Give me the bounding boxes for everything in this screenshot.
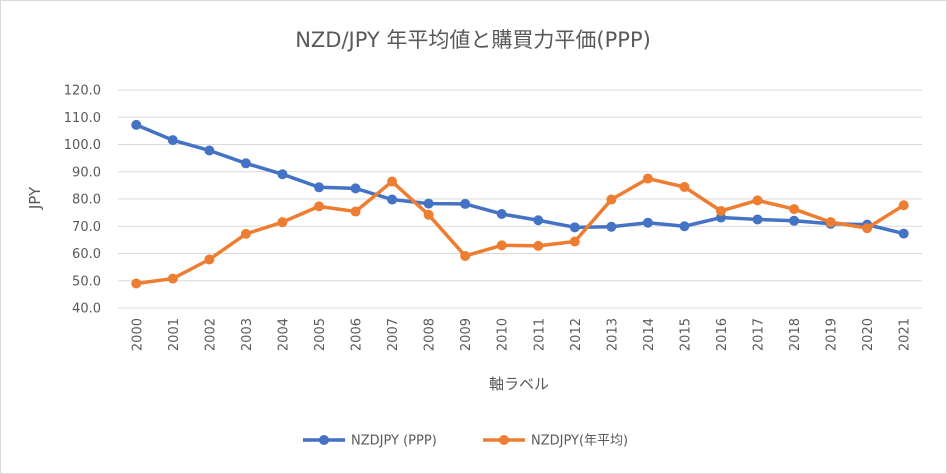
chart-title: NZD/JPY 年平均値と購買力平価(PPP) — [295, 28, 651, 52]
x-tick-label: 2000 — [130, 318, 145, 351]
data-point — [533, 215, 544, 226]
data-point — [569, 222, 580, 233]
data-point — [606, 194, 617, 205]
y-tick-label: 40.0 — [72, 302, 101, 317]
legend-swatch-marker — [319, 435, 329, 445]
series-2 — [131, 173, 909, 289]
x-tick-label: 2005 — [313, 318, 328, 351]
series-1 — [131, 119, 909, 239]
x-tick-label: 2001 — [167, 318, 182, 351]
y-tick-label: 70.0 — [72, 220, 101, 235]
x-tick-label: 2011 — [532, 318, 547, 351]
y-tick-label: 90.0 — [72, 165, 101, 180]
legend-swatch-marker — [499, 435, 509, 445]
data-point — [679, 221, 690, 232]
y-tick-label: 60.0 — [72, 247, 101, 262]
x-axis-label: 軸ラベル — [489, 375, 549, 393]
x-tick-label: 2018 — [788, 318, 803, 351]
x-tick-label: 2015 — [678, 318, 693, 351]
series-line — [134, 176, 906, 286]
data-point — [277, 169, 288, 180]
x-tick-label: 2020 — [861, 318, 876, 351]
data-point — [606, 221, 617, 232]
data-point — [862, 223, 873, 234]
y-tick-label: 80.0 — [72, 193, 101, 208]
y-tick-label: 110.0 — [64, 111, 101, 126]
data-point — [350, 183, 361, 194]
data-point — [314, 201, 324, 212]
data-point — [387, 176, 398, 187]
data-point — [277, 217, 288, 228]
data-point — [496, 240, 507, 251]
legend-item[interactable]: NZDJPY(年平均) — [483, 434, 628, 449]
legend-label: NZDJPY(年平均) — [531, 434, 628, 449]
data-point — [752, 214, 763, 225]
data-point — [204, 145, 215, 156]
data-point — [679, 182, 690, 193]
y-axis-label: JPY — [26, 186, 44, 210]
data-point — [825, 217, 836, 228]
x-tick-label: 2019 — [825, 318, 840, 351]
data-point — [642, 217, 653, 228]
data-point — [533, 240, 544, 251]
x-tick-label: 2003 — [240, 318, 255, 351]
data-point — [167, 135, 178, 146]
x-tick-label: 2007 — [386, 318, 401, 351]
y-axis-ticks: 40.0 50.0 60.0 70.0 80.0 90.0 100.0 110.0 120.0 — [64, 84, 101, 317]
data-point — [387, 194, 398, 205]
data-point — [496, 208, 507, 219]
data-point — [423, 209, 434, 220]
x-tick-label: 2017 — [752, 318, 767, 351]
series-line — [134, 123, 906, 236]
data-point — [460, 250, 471, 261]
data-point — [131, 119, 142, 130]
series-layer — [131, 119, 909, 289]
legend-label: NZDJPY (PPP) — [351, 434, 437, 449]
data-point — [460, 198, 471, 209]
data-point — [642, 173, 653, 184]
data-point — [898, 200, 909, 211]
data-point — [752, 195, 763, 206]
x-tick-label: 2010 — [496, 318, 511, 351]
data-point — [789, 215, 800, 226]
data-point — [131, 278, 142, 289]
data-point — [898, 228, 909, 239]
y-tick-label: 100.0 — [64, 138, 101, 153]
x-tick-label: 2013 — [605, 318, 620, 351]
data-point — [240, 158, 251, 169]
y-tick-label: 50.0 — [72, 274, 101, 289]
x-tick-label: 2014 — [642, 318, 657, 351]
data-point — [423, 198, 434, 209]
x-axis-ticks: 2000 2001 2002 2003 2004 2005 2006 2007 2008 2009… — [130, 318, 912, 351]
data-point — [167, 273, 178, 284]
legend-item[interactable]: NZDJPY (PPP) — [303, 434, 437, 449]
x-tick-label: 2016 — [715, 318, 730, 351]
data-point — [314, 182, 324, 193]
x-tick-label: 2009 — [459, 318, 474, 351]
x-tick-label: 2012 — [569, 318, 584, 351]
x-tick-label: 2004 — [276, 318, 291, 351]
y-tick-label: 120.0 — [64, 84, 101, 99]
data-point — [789, 204, 800, 215]
data-point — [204, 254, 215, 265]
x-tick-label: 2021 — [898, 318, 913, 351]
x-tick-label: 2006 — [350, 318, 365, 351]
x-tick-label: 2008 — [423, 318, 438, 351]
gridlines — [118, 89, 922, 309]
data-point — [716, 205, 726, 216]
legend: NZDJPY (PPP) NZDJPY(年平均) — [303, 434, 628, 449]
data-point — [350, 206, 361, 217]
data-point — [240, 228, 251, 239]
data-point — [569, 236, 580, 247]
x-tick-label: 2002 — [203, 318, 218, 351]
